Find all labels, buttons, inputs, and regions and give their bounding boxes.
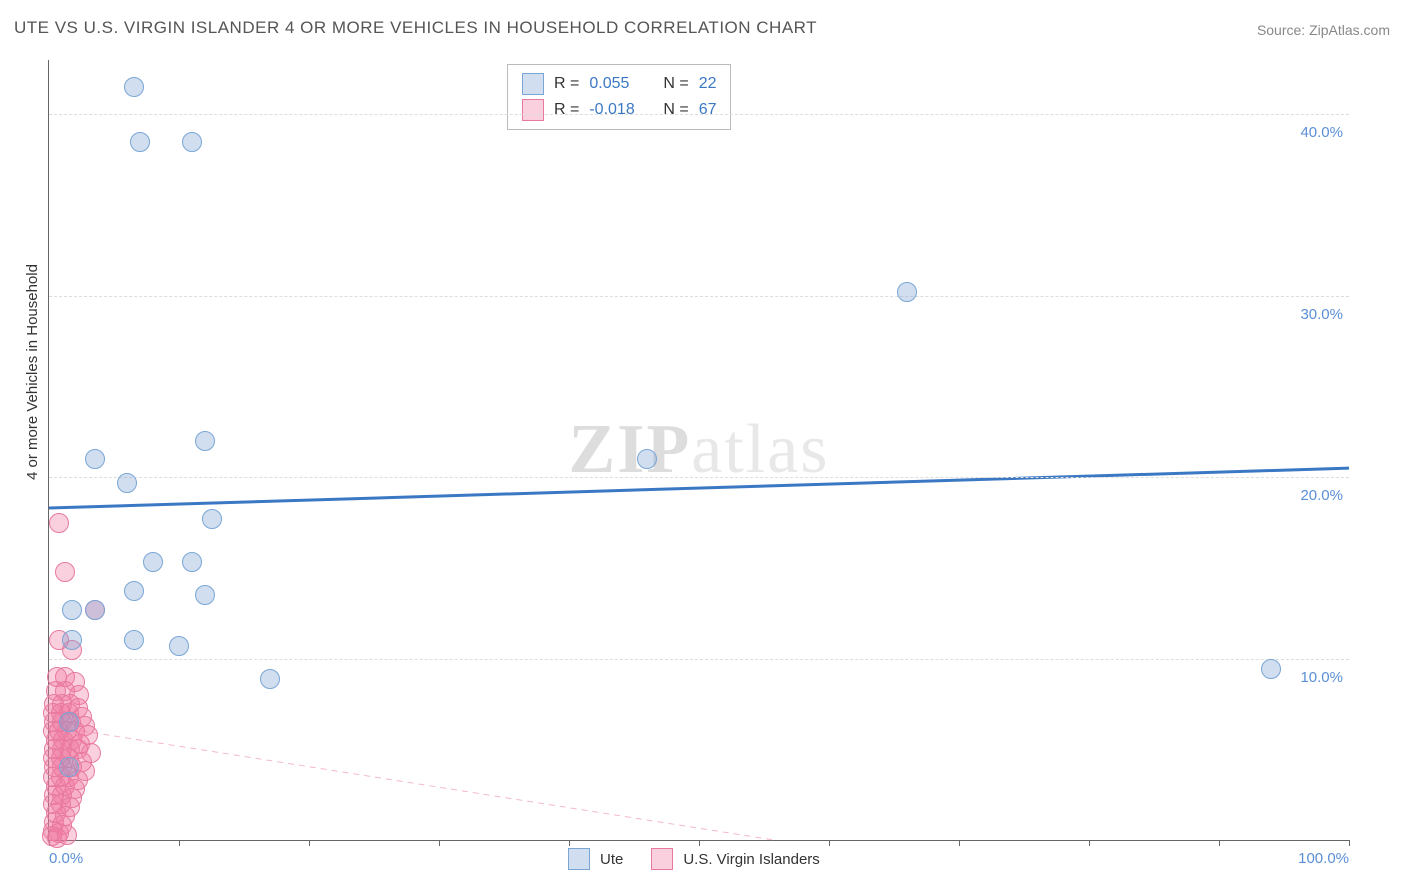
y-tick-label: 20.0%	[1300, 487, 1343, 504]
data-point	[62, 630, 82, 650]
legend-label: Ute	[600, 851, 623, 868]
legend-row: R = -0.018 N = 67	[522, 97, 716, 123]
y-tick-label: 10.0%	[1300, 669, 1343, 686]
stat-n-label: N =	[663, 101, 688, 119]
data-point	[49, 513, 69, 533]
x-tick	[699, 840, 700, 846]
data-point	[182, 132, 202, 152]
x-tick	[569, 840, 570, 846]
data-point	[202, 509, 222, 529]
gridline	[49, 659, 1349, 660]
stat-r-value: 0.055	[589, 75, 653, 93]
trend-lines-layer	[49, 60, 1349, 840]
legend-swatch	[522, 99, 544, 121]
x-tick	[439, 840, 440, 846]
data-point	[59, 757, 79, 777]
data-point	[637, 449, 657, 469]
data-point	[59, 712, 79, 732]
gridline	[49, 114, 1349, 115]
data-point	[130, 132, 150, 152]
data-point	[55, 562, 75, 582]
x-tick	[829, 840, 830, 846]
x-tick	[1349, 840, 1350, 846]
x-tick	[1089, 840, 1090, 846]
x-tick-label: 100.0%	[1298, 850, 1349, 867]
plot-area: ZIPatlas R =0.055N =22R =-0.018N =67 10.…	[48, 60, 1349, 841]
source-label: Source: ZipAtlas.com	[1257, 22, 1390, 38]
data-point	[195, 431, 215, 451]
data-point	[143, 552, 163, 572]
legend-swatch	[651, 848, 673, 870]
data-point	[57, 825, 77, 845]
chart-title: UTE VS U.S. VIRGIN ISLANDER 4 OR MORE VE…	[14, 18, 817, 38]
stat-r-label: R =	[554, 101, 579, 119]
legend-row: R = 0.055 N = 22	[522, 71, 716, 97]
data-point	[124, 77, 144, 97]
stat-r-value: -0.018	[589, 101, 653, 119]
x-tick	[1219, 840, 1220, 846]
x-tick	[959, 840, 960, 846]
gridline	[49, 296, 1349, 297]
y-tick-label: 40.0%	[1300, 124, 1343, 141]
y-tick-label: 30.0%	[1300, 306, 1343, 323]
chart-container: UTE VS U.S. VIRGIN ISLANDER 4 OR MORE VE…	[0, 0, 1406, 892]
legend-swatch	[522, 73, 544, 95]
trend-line	[49, 468, 1349, 508]
data-point	[897, 282, 917, 302]
x-tick-label: 0.0%	[49, 850, 83, 867]
trend-line	[49, 726, 774, 840]
x-tick	[179, 840, 180, 846]
data-point	[169, 636, 189, 656]
data-point	[260, 669, 280, 689]
y-axis-label: 4 or more Vehicles in Household	[24, 264, 41, 480]
data-point	[1261, 659, 1281, 679]
legend-swatch	[568, 848, 590, 870]
data-point	[182, 552, 202, 572]
data-point	[85, 600, 105, 620]
data-point	[124, 581, 144, 601]
stat-n-value: 67	[699, 101, 717, 119]
stat-n-value: 22	[699, 75, 717, 93]
gridline	[49, 477, 1349, 478]
legend-label: U.S. Virgin Islanders	[683, 851, 819, 868]
data-point	[195, 585, 215, 605]
stat-r-label: R =	[554, 75, 579, 93]
data-point	[85, 449, 105, 469]
correlation-legend: R = 0.055 N = 22 R = -0.018 N = 67	[507, 64, 731, 130]
data-point	[62, 600, 82, 620]
data-point	[124, 630, 144, 650]
x-tick	[309, 840, 310, 846]
stat-n-label: N =	[663, 75, 688, 93]
series-legend: Ute U.S. Virgin Islanders	[568, 848, 838, 870]
data-point	[117, 473, 137, 493]
